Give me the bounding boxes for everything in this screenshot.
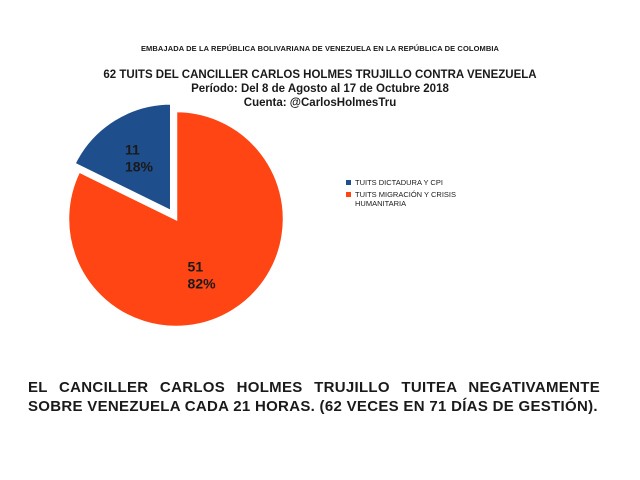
- chart-title: 62 TUITS DEL CANCILLER CARLOS HOLMES TRU…: [103, 69, 537, 81]
- legend-item: TUITS DICTADURA Y CPI: [346, 178, 546, 188]
- slice-percent-label: 82%: [188, 276, 217, 292]
- legend-swatch: [346, 191, 351, 197]
- slice-value-label: 51: [188, 259, 204, 275]
- legend-label: TUITS DICTADURA Y CPI: [355, 178, 443, 187]
- chart-legend: TUITS DICTADURA Y CPI TUITS MIGRACIÓN Y …: [346, 178, 546, 211]
- summary-statement: EL CANCILLER CARLOS HOLMES TRUJILLO TUIT…: [28, 379, 600, 415]
- pie-slice: [72, 102, 173, 214]
- slice-percent-label: 18%: [125, 158, 154, 174]
- legend-item: TUITS MIGRACIÓN Y CRISIS HUMANITARIA: [346, 190, 546, 209]
- legend-swatch: [346, 180, 351, 185]
- chart-subtitle: Período: Del 8 de Agosto al 17 de Octubr…: [191, 83, 449, 95]
- chart-titles: 62 TUITS DEL CANCILLER CARLOS HOLMES TRU…: [0, 68, 640, 110]
- embassy-header: EMBAJADA DE LA REPÚBLICA BOLIVARIANA DE …: [140, 44, 500, 53]
- pie-slice: [66, 109, 286, 329]
- chart-subtitle-account: Cuenta: @CarlosHolmesTru: [243, 97, 397, 109]
- legend-label: TUITS MIGRACIÓN Y CRISIS HUMANITARIA: [355, 189, 456, 209]
- slice-value-label: 11: [125, 141, 140, 157]
